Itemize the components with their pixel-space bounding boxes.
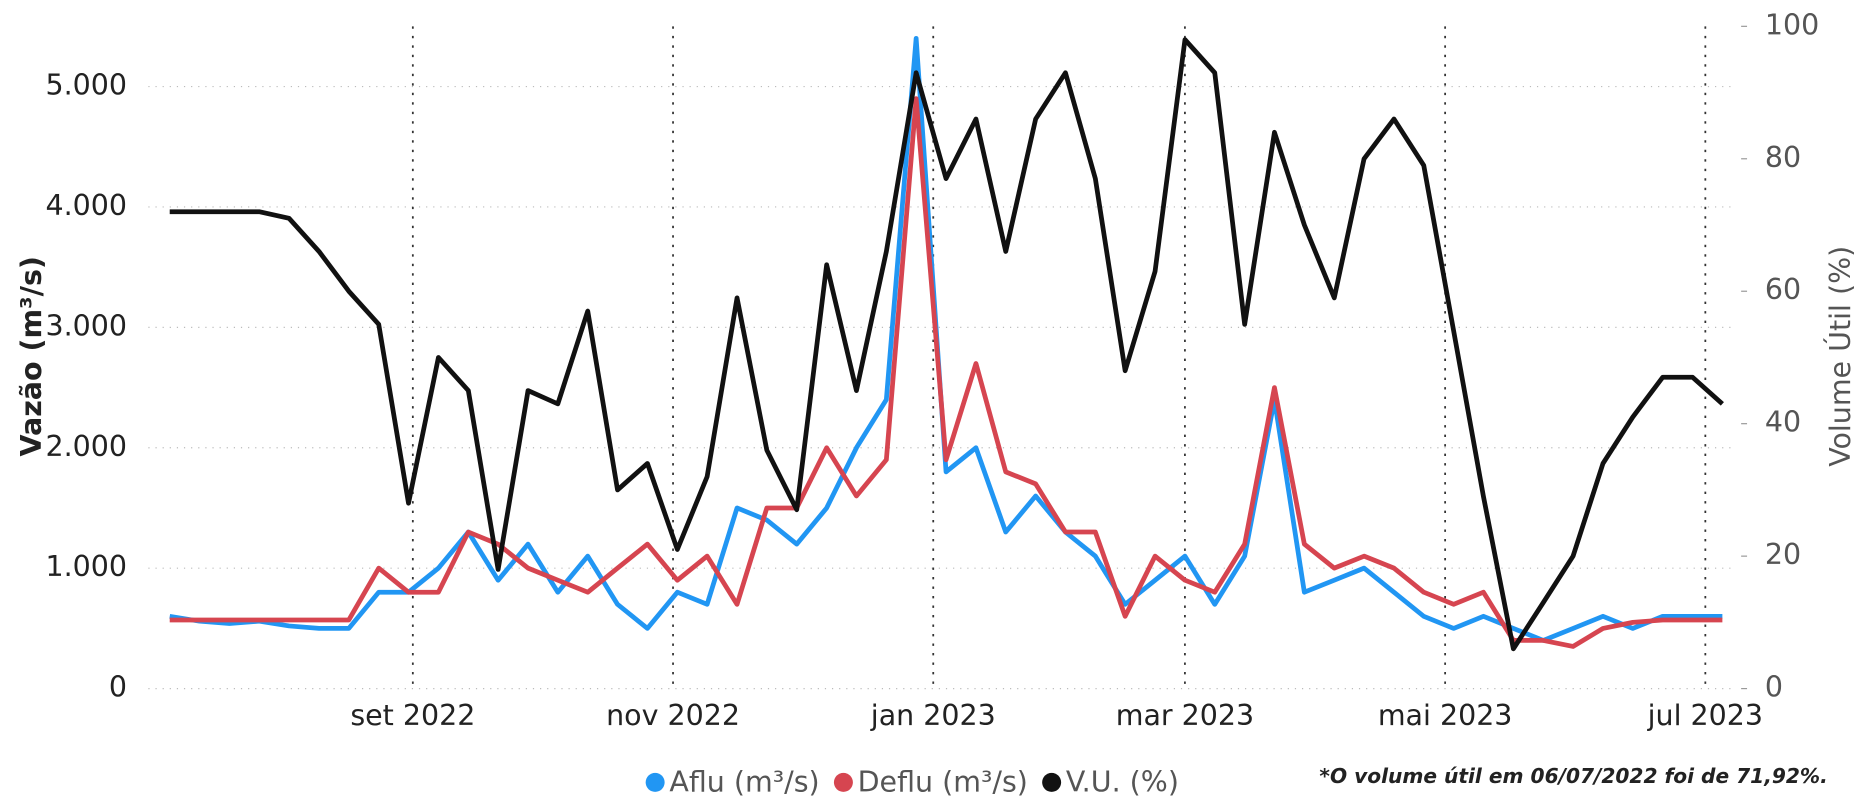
legend-label: Aflu (m³/s) (669, 766, 819, 798)
legend-label: V.U. (%) (1066, 766, 1179, 798)
y-tick-label: 4.000 (45, 189, 127, 222)
series-line (169, 35, 1723, 643)
y-tick-label: 1.000 (45, 550, 127, 583)
legend-marker (645, 772, 665, 792)
series-line (169, 96, 1723, 649)
x-tick-label: mai 2023 (1378, 699, 1513, 732)
x-tick-label: nov 2022 (606, 699, 740, 732)
x-tick-label: jul 2023 (1647, 699, 1763, 732)
legend: Aflu (m³/s) Deflu (m³/s) V.U. (%) (645, 766, 1179, 798)
y2-axis-title: Volume Útil (%) (1823, 246, 1857, 467)
y-tick-label: 0 (109, 671, 127, 704)
y2-tick-label: 100 (1765, 8, 1819, 41)
legend-label: Deflu (m³/s) (858, 766, 1028, 798)
x-tick-label: set 2022 (350, 699, 475, 732)
series-line (169, 37, 1724, 652)
y2-tick-label: 40 (1765, 406, 1801, 439)
y-tick-label: 3.000 (45, 309, 127, 342)
y2-tick-label: 0 (1765, 671, 1783, 704)
footnote: *O volume útil em 06/07/2022 foi de 71,9… (1319, 764, 1827, 788)
x-tick-label: mar 2023 (1116, 699, 1254, 732)
y-axis-title: Vazão (m³/s) (15, 256, 48, 456)
y-tick-label: 2.000 (45, 430, 127, 463)
x-tick-label: jan 2023 (870, 699, 996, 732)
y-tick-label: 5.000 (45, 69, 127, 102)
y2-tick-label: 80 (1765, 141, 1801, 174)
legend-marker (1042, 772, 1062, 792)
y2-tick-label: 20 (1765, 538, 1801, 571)
y2-tick-label: 60 (1765, 273, 1801, 306)
legend-marker (833, 772, 853, 792)
